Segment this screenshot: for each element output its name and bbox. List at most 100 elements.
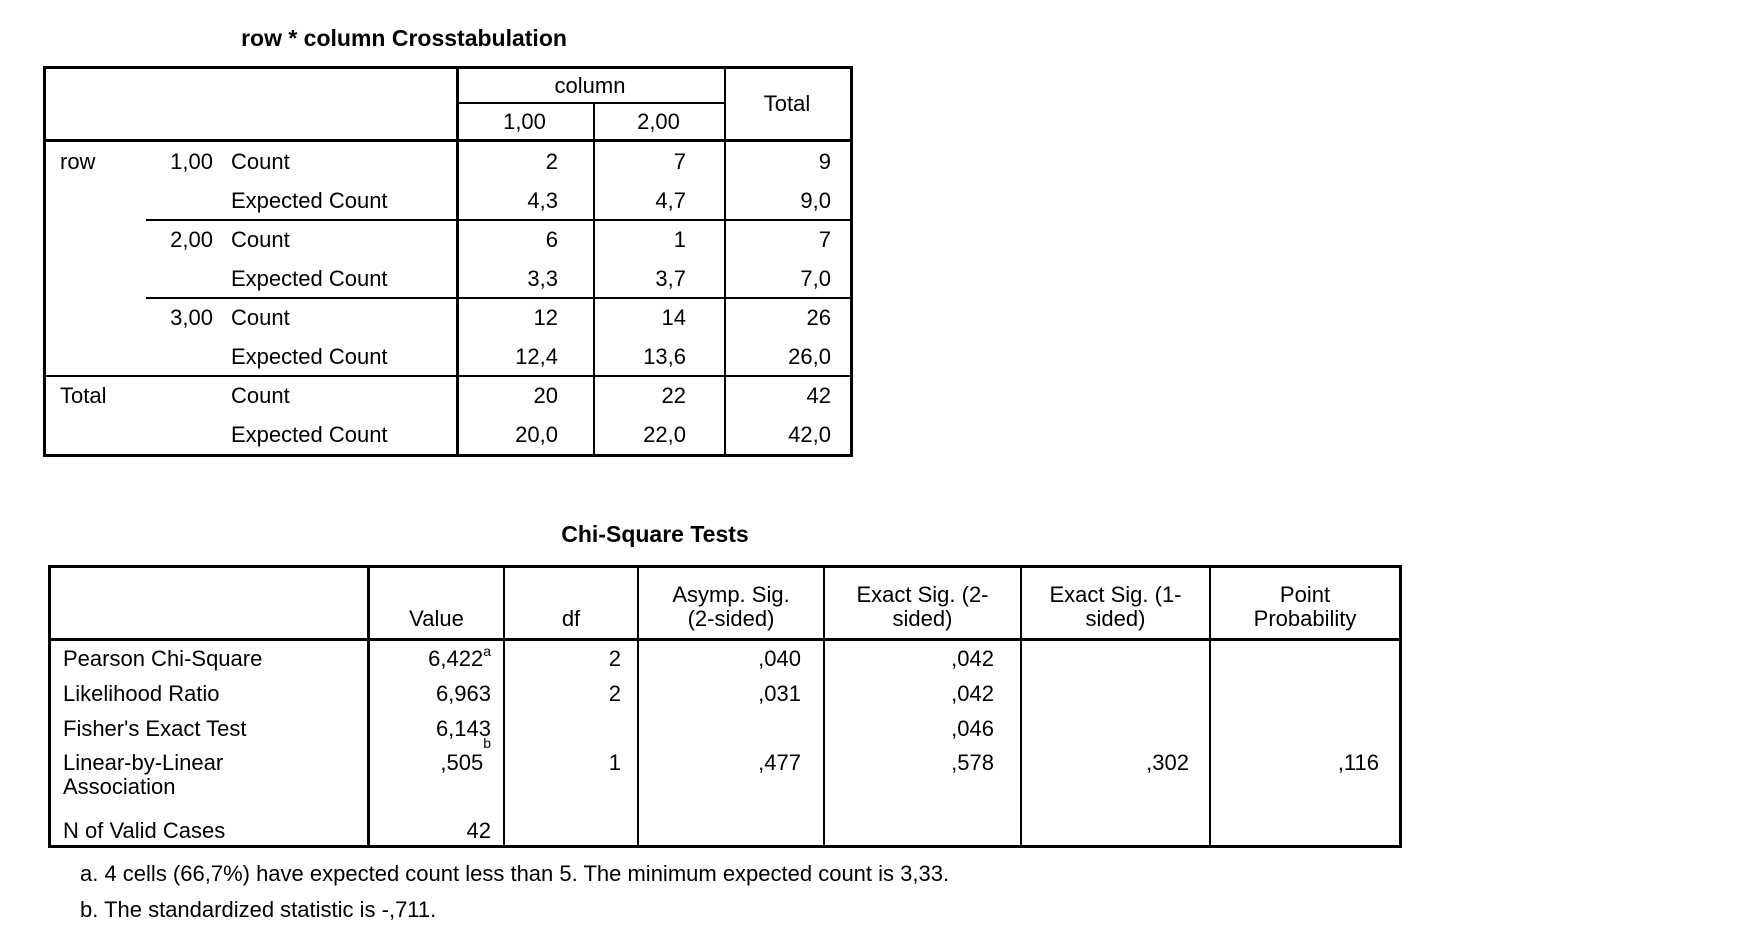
crosstab-title: row * column Crosstabulation [241, 25, 567, 51]
crosstab-cell-total: 42 [806, 383, 831, 408]
footnote-b: b. The standardized statistic is -,711. [80, 897, 437, 922]
chisq-cell-exact2: ,042 [841, 641, 994, 676]
chisq-cell-label: Likelihood Ratio [63, 676, 363, 711]
divider [503, 568, 505, 845]
chisq-cell-exact2 [841, 816, 994, 845]
chisq-cell-df [511, 816, 621, 845]
sig-value: ,116 [1337, 750, 1379, 775]
chisq-cell-point [1221, 711, 1379, 746]
sig-value: ,477 [758, 750, 801, 775]
stat-label: Likelihood Ratio [63, 680, 220, 706]
divider [593, 104, 595, 454]
divider [46, 139, 850, 142]
crosstab-cell-stat: Expected Count [231, 344, 388, 369]
crosstab-table: column 1,00 2,00 Total row 1,00 Count 2 … [43, 66, 853, 457]
chisq-row: Likelihood Ratio 6,963 2 ,031 ,042 [51, 676, 1399, 711]
crosstab-cell-value: 20 [533, 383, 558, 408]
chisq-cell-asymp [651, 816, 801, 845]
crosstab-cell-value: 12,4 [515, 344, 558, 369]
crosstab-cell-value: 6 [545, 227, 558, 252]
chisq-cell-exact1: ,302 [1041, 746, 1189, 816]
divider [1209, 568, 1211, 845]
crosstab-cell-value: 22,0 [643, 422, 686, 447]
divider [46, 375, 850, 377]
sig-value: ,302 [1146, 750, 1189, 775]
crosstab-cell-dim: Total [60, 383, 107, 408]
crosstab-cell-cat: 1,00 [170, 149, 213, 174]
divider [367, 568, 370, 845]
divider [146, 297, 850, 299]
chisq-cell-value: 6,963 [381, 676, 491, 711]
header-line: sided) [892, 606, 953, 631]
crosstab-cell-value: 4,7 [655, 188, 686, 213]
chisq-cell-value: ,505 b [440, 735, 491, 775]
header-line: Point [1279, 582, 1331, 607]
crosstab-row: Expected Count 12,4 13,6 26,0 [46, 337, 850, 376]
crosstab-cell-total: 26,0 [788, 344, 831, 369]
chisq-cell-value: 42 [381, 816, 491, 845]
crosstab-cell-value: 12 [533, 305, 558, 330]
chi-square-title: Chi-Square Tests [561, 521, 749, 547]
crosstab-cell-dim: row [60, 149, 96, 174]
crosstab-cell-value: 3,3 [527, 266, 558, 291]
header-line: Exact Sig. (1- [1049, 582, 1182, 607]
chisq-row: Pearson Chi-Square 6,422 a 2 ,040 ,042 [51, 641, 1399, 676]
chisq-header-exact-sig-2: Exact Sig. (2- sided) [825, 568, 1020, 638]
chisq-cell-asymp: ,040 [651, 641, 801, 676]
sig-value: ,046 [951, 715, 994, 741]
header-line: Value [409, 606, 464, 631]
chisq-cell-exact1 [1041, 676, 1189, 711]
crosstab-cell-stat: Count [231, 305, 290, 330]
chi-square-table: Value df Asymp. Sig. (2-sided) Exact Sig… [48, 565, 1402, 848]
crosstab-col-header-1: 1,00 [503, 109, 546, 134]
df-value: 2 [608, 645, 621, 671]
chisq-cell-exact1 [1041, 711, 1189, 746]
crosstab-cell-total: 9 [818, 149, 831, 174]
chisq-cell-label: N of Valid Cases [63, 816, 363, 845]
crosstab-cell-value: 3,7 [655, 266, 686, 291]
chisq-header-asymp-sig: Asymp. Sig. (2-sided) [639, 568, 823, 638]
sig-value: ,578 [951, 750, 994, 775]
chisq-cell-value: 6,422 a [428, 642, 491, 671]
chisq-cell-asymp: ,477 [651, 746, 801, 816]
header-line: Exact Sig. (2- [856, 582, 989, 607]
crosstab-cell-value: 1 [673, 227, 686, 252]
chisq-cell-point: ,116 [1221, 746, 1379, 816]
chisq-row: Fisher's Exact Test 6,143 ,046 [51, 711, 1399, 746]
crosstab-cell-stat: Count [231, 227, 290, 252]
crosstab-row: Expected Count 4,3 4,7 9,0 [46, 181, 850, 220]
stat-value: 6,422 [428, 645, 484, 671]
divider [823, 568, 825, 845]
chisq-header-point-probability: Point Probability [1211, 568, 1399, 638]
stat-label: N of Valid Cases [63, 817, 226, 843]
crosstab-cell-total: 7 [818, 227, 831, 252]
chisq-cell-label: Fisher's Exact Test [63, 711, 363, 746]
divider [637, 568, 639, 845]
crosstab-row: row 1,00 Count 2 7 9 [46, 142, 850, 181]
chisq-header-exact-sig-1: Exact Sig. (1- sided) [1022, 568, 1209, 638]
crosstab-cell-total: 42,0 [788, 422, 831, 447]
stat-value: ,505 [440, 750, 484, 775]
chisq-cell-exact1 [1041, 816, 1189, 845]
divider [724, 69, 726, 454]
crosstab-cell-total: 26 [806, 305, 831, 330]
chisq-cell-point [1221, 676, 1379, 711]
stat-value: 6,963 [435, 680, 491, 706]
chisq-cell-exact1 [1041, 641, 1189, 676]
crosstab-cell-value: 2 [545, 149, 558, 174]
df-value: 1 [608, 750, 621, 775]
crosstab-row: 2,00 Count 6 1 7 [46, 220, 850, 259]
crosstab-cell-value: 22 [661, 383, 686, 408]
crosstab-cell-stat: Expected Count [231, 188, 388, 213]
crosstab-cell-cat: 2,00 [170, 227, 213, 252]
crosstab-col-header-2: 2,00 [637, 109, 680, 134]
chisq-cell-exact2: ,578 [841, 746, 994, 816]
chisq-header-value: Value [370, 568, 503, 638]
crosstab-row: Expected Count 20,0 22,0 42,0 [46, 415, 850, 454]
header-line: Asymp. Sig. [672, 582, 790, 607]
header-line: sided) [1085, 606, 1146, 631]
divider [456, 102, 724, 104]
stat-label: Linear-by-Linear Association [63, 750, 224, 799]
crosstab-cell-stat: Count [231, 383, 290, 408]
stat-value: 6,143 [435, 715, 491, 741]
